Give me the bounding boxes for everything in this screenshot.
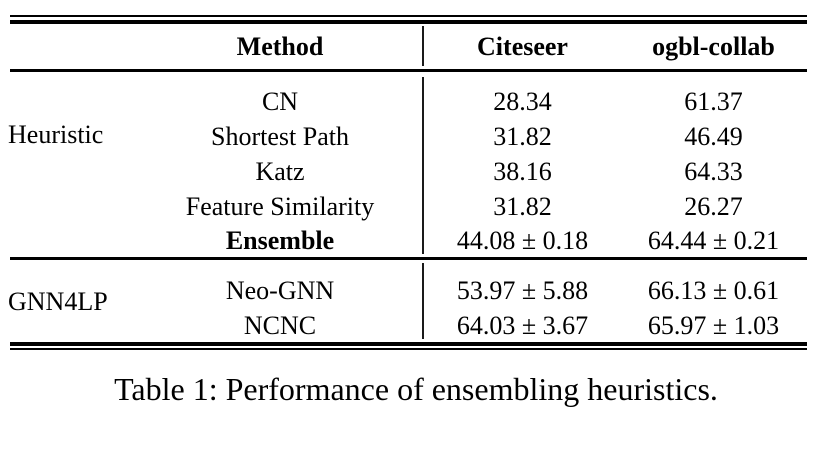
section-separator-rule — [10, 257, 807, 260]
column-separator-gnn — [422, 263, 424, 339]
value-cell: 64.03 ± 3.67 — [456, 311, 589, 340]
value-cell: 28.34 — [493, 87, 552, 116]
value-cell: 53.97 ± 5.88 — [456, 276, 589, 305]
value-cell: 38.16 — [493, 157, 552, 186]
value-cell: 61.37 — [684, 87, 743, 116]
value-cell: 44.08 ± 0.18 — [456, 226, 589, 255]
table-caption: Table 1: Performance of ensembling heuri… — [114, 371, 718, 407]
header-method: Method — [236, 32, 324, 61]
value-cell: 64.33 — [684, 157, 743, 186]
group-label-gnn4lp: GNN4LP — [8, 287, 108, 316]
value-cell: 46.49 — [684, 122, 743, 151]
value-cell: 66.13 ± 0.61 — [647, 276, 780, 305]
method-cell: Katz — [255, 157, 305, 186]
value-cell: 65.97 ± 1.03 — [647, 311, 780, 340]
header-separator-rule — [10, 69, 807, 72]
group-label-heuristic: Heuristic — [8, 120, 104, 149]
header-collab: ogbl-collab — [652, 32, 775, 61]
value-cell: 31.82 — [493, 192, 552, 221]
table-row-ensemble: Ensemble 44.08 ± 0.18 64.44 ± 0.21 — [0, 223, 832, 258]
header-citeseer: Citeseer — [477, 32, 568, 61]
table-row: NCNC 64.03 ± 3.67 65.97 ± 1.03 — [0, 308, 832, 343]
column-separator-body — [422, 77, 424, 254]
table-row: Neo-GNN 53.97 ± 5.88 66.13 ± 0.61 — [0, 273, 832, 308]
method-cell: Feature Similarity — [185, 192, 375, 221]
top-rule-thin — [10, 15, 807, 17]
method-cell: Neo-GNN — [225, 276, 335, 305]
table-row: Katz 38.16 64.33 — [0, 154, 832, 189]
bottom-rule-thick — [10, 342, 807, 346]
bottom-rule-thin — [10, 348, 807, 350]
method-cell: Shortest Path — [211, 122, 349, 151]
table-row: CN 28.34 61.37 — [0, 84, 832, 119]
value-cell: 31.82 — [493, 122, 552, 151]
method-cell: NCNC — [243, 311, 317, 340]
column-separator-header — [422, 26, 424, 66]
table-row: Feature Similarity 31.82 26.27 — [0, 189, 832, 224]
method-cell: Ensemble — [225, 226, 335, 255]
method-cell: CN — [261, 87, 299, 116]
top-rule-thick — [10, 20, 807, 24]
table-row: Shortest Path 31.82 46.49 — [0, 119, 832, 154]
value-cell: 26.27 — [684, 192, 743, 221]
value-cell: 64.44 ± 0.21 — [647, 226, 780, 255]
